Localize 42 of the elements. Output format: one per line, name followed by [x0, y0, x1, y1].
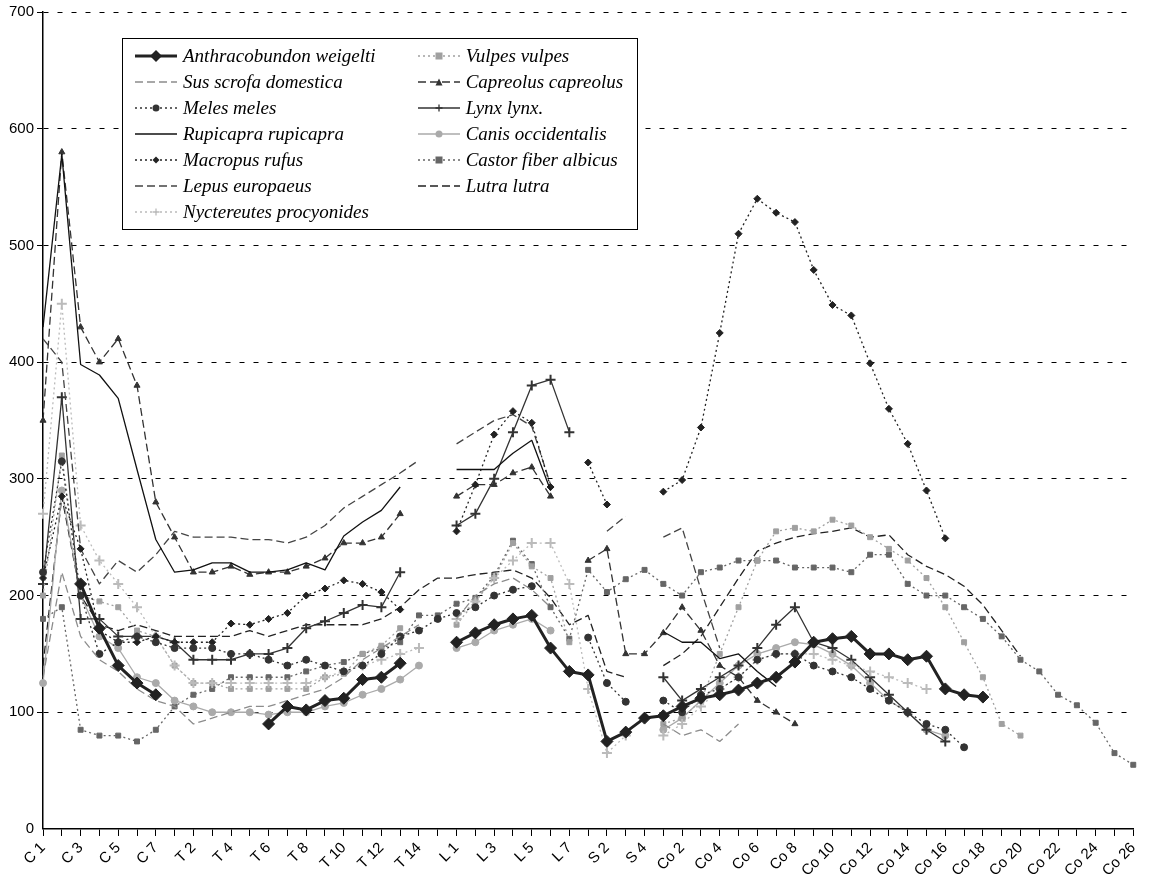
x-tick-label: Co 8: [765, 838, 800, 873]
x-tick-label: S 4: [621, 838, 650, 867]
x-tick-label: C 1: [19, 838, 49, 867]
x-tick-label: C 7: [132, 838, 161, 867]
x-tick-label: Co 4: [690, 838, 725, 873]
x-tick-label: T 2: [171, 838, 199, 866]
y-tick-label: 600: [9, 118, 35, 136]
x-tick-label: T 6: [246, 838, 274, 866]
x-tick-label: T 12: [353, 838, 387, 872]
x-tick-label: L 1: [435, 838, 462, 865]
y-tick-label: 100: [9, 702, 35, 720]
x-tick-label: Co 2: [652, 838, 688, 873]
y-tick-label: 500: [9, 235, 35, 253]
y-tick-label: 700: [9, 2, 35, 20]
y-tick-label: 400: [9, 352, 35, 370]
x-tick-label: L 7: [548, 838, 575, 865]
x-tick-label: T 10: [315, 838, 349, 872]
legend-label: Lynx lynx.: [465, 97, 544, 119]
y-tick-label: 0: [25, 819, 35, 837]
x-tick-label: L 3: [472, 838, 500, 865]
x-tick-label: C 3: [57, 838, 86, 867]
legend-label: Nyctereutes procyonides: [183, 201, 369, 223]
legend-label: Canis occidentalis: [465, 123, 607, 145]
legend-label: Meles meles: [183, 97, 277, 119]
y-tick-label: 200: [9, 585, 35, 603]
legend-label: Anthracobundon weigelti: [183, 45, 376, 67]
legend-label: Lutra lutra: [465, 175, 550, 197]
x-tick-label: T 4: [208, 838, 237, 866]
x-tick-label: T 14: [390, 838, 425, 872]
x-tick-label: S 2: [584, 838, 612, 867]
legend-label: Rupicapra rupicapra: [183, 123, 344, 145]
x-tick-label: T 8: [284, 838, 312, 866]
x-tick-label: C 5: [94, 838, 124, 867]
x-tick-label: L 5: [510, 838, 537, 865]
legend-label: Castor fiber albicus: [465, 149, 618, 171]
legend-label: Macropus rufus: [183, 149, 304, 171]
legend-label: Sus scrofa domestica: [183, 71, 343, 93]
y-tick-label: 300: [9, 468, 35, 486]
x-tick-label: Co 6: [727, 838, 763, 873]
legend-label: Vulpes vulpes: [465, 45, 570, 67]
legend-label: Capreolus capreolus: [465, 71, 624, 93]
legend-label: Lepus europaeus: [183, 175, 312, 197]
